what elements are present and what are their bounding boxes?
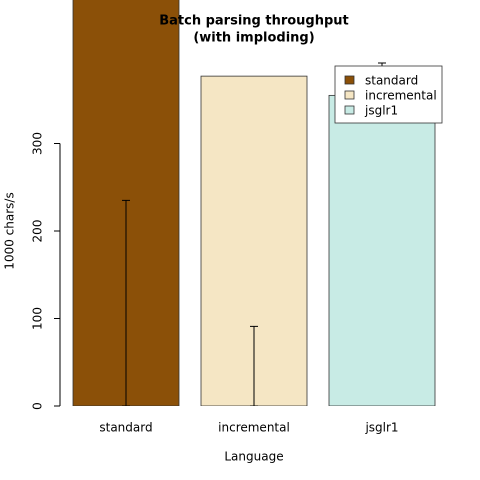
legend-label: jsglr1 xyxy=(364,104,398,118)
legend-swatch xyxy=(344,75,355,85)
legend-swatch xyxy=(344,105,355,115)
error-bar xyxy=(250,325,258,406)
bar xyxy=(328,94,436,406)
y-tick-label: 300 xyxy=(31,132,45,155)
legend-label: standard xyxy=(365,74,418,88)
y-axis-label: 1000 chars/s xyxy=(3,192,17,269)
error-bar xyxy=(122,199,130,406)
chart-title: Batch parsing throughput xyxy=(159,14,349,29)
legend-label: incremental xyxy=(365,89,437,103)
x-tick-label: jsglr1 xyxy=(364,421,398,435)
y-tick-label: 100 xyxy=(31,307,45,330)
chart-title: (with imploding) xyxy=(193,31,314,46)
y-tick-label: 0 xyxy=(31,402,45,410)
plot-area xyxy=(72,0,436,406)
x-tick-label: incremental xyxy=(218,421,290,435)
legend-swatch xyxy=(344,90,355,100)
x-axis-label: Language xyxy=(224,450,283,464)
y-tick-label: 200 xyxy=(31,220,45,243)
x-tick-label: standard xyxy=(99,421,152,435)
